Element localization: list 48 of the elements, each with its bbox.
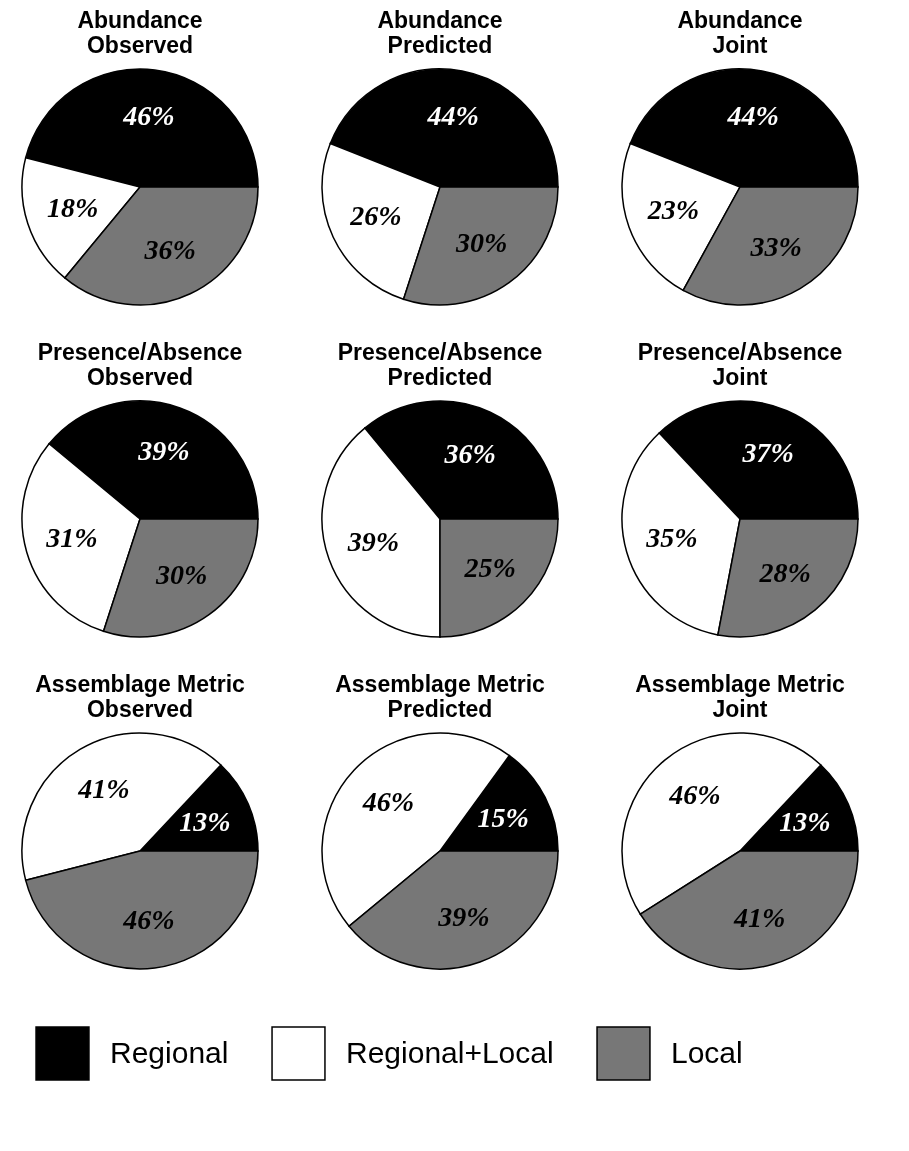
chart-title: Abundance xyxy=(77,7,203,33)
data-label: 39% xyxy=(437,900,490,932)
data-label: 39% xyxy=(137,435,190,467)
data-label: 28% xyxy=(758,556,811,588)
data-label: 30% xyxy=(454,227,508,259)
chart-subtitle: Observed xyxy=(86,696,194,722)
chart-title: Presence/Absence xyxy=(337,339,543,365)
chart-subtitle: Joint xyxy=(712,364,768,390)
chart-title: Presence/Absence xyxy=(637,339,843,365)
chart-title: Abundance xyxy=(377,7,503,33)
data-label: 31% xyxy=(45,521,98,553)
data-label: 36% xyxy=(443,437,496,469)
data-label: 26% xyxy=(349,200,402,232)
data-label: 37% xyxy=(741,437,794,469)
data-label: 41% xyxy=(733,901,786,933)
legend-label: Regional xyxy=(110,1035,229,1069)
chart-subtitle: Joint xyxy=(712,696,768,722)
data-label: 13% xyxy=(779,805,831,837)
legend-label: Regional+Local xyxy=(346,1035,554,1069)
chart-subtitle: Predicted xyxy=(387,696,493,722)
chart-title: Assemblage Metric xyxy=(635,671,846,697)
data-label: 25% xyxy=(463,552,516,584)
data-label: 46% xyxy=(122,99,175,131)
data-label: 13% xyxy=(179,805,231,837)
data-label: 46% xyxy=(122,904,175,936)
data-label: 33% xyxy=(749,230,802,262)
data-label: 15% xyxy=(477,801,529,833)
data-label: 41% xyxy=(77,773,130,805)
chart-subtitle: Observed xyxy=(86,32,194,58)
data-label: 36% xyxy=(143,234,196,266)
chart-subtitle: Predicted xyxy=(387,32,493,58)
legend-label: Local xyxy=(671,1035,743,1069)
chart-title: Assemblage Metric xyxy=(335,671,546,697)
data-label: 18% xyxy=(47,191,99,223)
chart-title: Abundance xyxy=(677,7,803,33)
data-label: 30% xyxy=(154,559,208,591)
data-label: 46% xyxy=(361,785,415,817)
data-label: 44% xyxy=(726,100,779,132)
chart-subtitle: Joint xyxy=(712,32,768,58)
chart-title: Assemblage Metric xyxy=(35,671,246,697)
chart-subtitle: Observed xyxy=(86,364,194,390)
data-label: 35% xyxy=(645,521,698,553)
data-label: 39% xyxy=(346,525,400,557)
chart-title: Presence/Absence xyxy=(37,339,243,365)
data-label: 23% xyxy=(646,193,700,225)
data-label: 46% xyxy=(668,779,721,811)
chart-subtitle: Predicted xyxy=(387,364,493,390)
data-label: 44% xyxy=(426,100,479,132)
